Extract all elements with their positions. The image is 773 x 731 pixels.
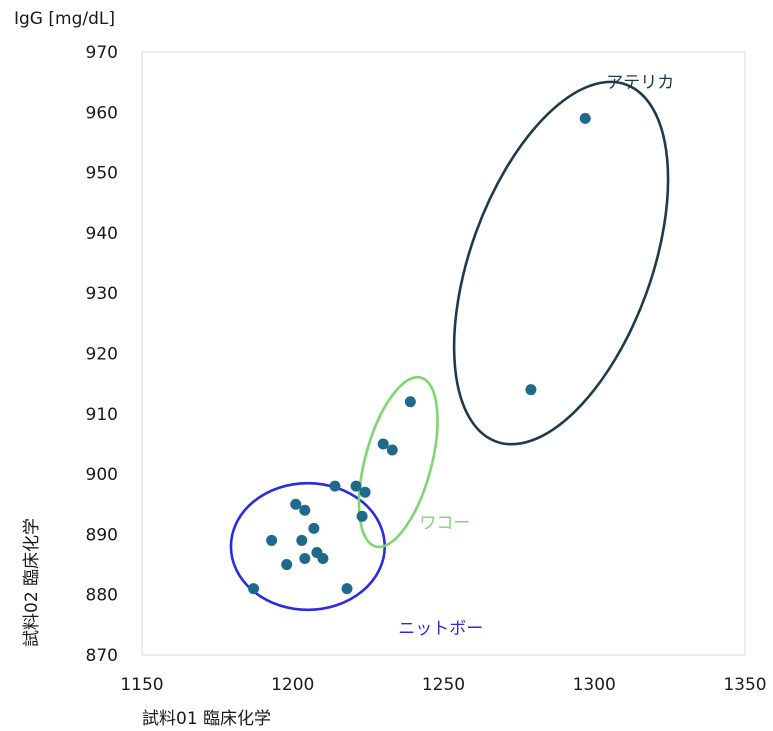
y-axis-title: 試料02 臨床化学: [22, 518, 42, 647]
data-point: [296, 534, 308, 546]
group-label: ワコー: [419, 513, 470, 533]
x-tick-label: 1250: [422, 675, 465, 695]
data-point: [308, 522, 320, 534]
x-tick-labels: 1150 1200 1250 1300 1350: [120, 675, 766, 695]
data-point: [579, 112, 591, 124]
data-point: [299, 504, 311, 516]
data-point: [525, 384, 537, 396]
y-axis-unit-label: IgG [mg/dL]: [14, 9, 115, 29]
data-point: [266, 534, 278, 546]
y-tick-label: 890: [86, 525, 118, 545]
y-tick-label: 950: [86, 164, 118, 184]
x-tick-label: 1200: [271, 675, 314, 695]
data-point: [317, 553, 329, 565]
y-tick-label: 870: [86, 646, 118, 666]
y-tick-label: 920: [86, 345, 118, 365]
y-tick-label: 900: [86, 465, 118, 485]
data-point: [404, 396, 416, 408]
data-point: [290, 498, 302, 510]
group-ellipse: [452, 80, 670, 446]
data-point: [329, 480, 341, 492]
plot-area: [141, 51, 746, 656]
data-point: [299, 553, 311, 565]
data-point: [377, 438, 389, 450]
group-label: アテリカ: [606, 73, 674, 93]
x-tick-label: 1350: [723, 675, 766, 695]
data-point: [341, 583, 353, 595]
data-point: [350, 480, 362, 492]
group-ellipse: [357, 375, 439, 549]
y-tick-labels: 870 880 890 900 910 920 930 940 950 960 970: [86, 43, 118, 666]
y-tick-label: 960: [86, 103, 118, 123]
data-point: [359, 486, 371, 498]
group-ellipses: [229, 80, 670, 612]
data-points: [248, 112, 591, 595]
group-labels: ニットボー ワコー アテリカ: [398, 73, 674, 639]
y-tick-label: 940: [86, 224, 118, 244]
y-tick-label: 970: [86, 43, 118, 63]
y-tick-label: 910: [86, 405, 118, 425]
x-tick-label: 1300: [573, 675, 616, 695]
data-point: [356, 510, 368, 522]
data-point: [281, 559, 293, 571]
x-tick-label: 1150: [120, 675, 163, 695]
x-axis-title: 試料01 臨床化学: [142, 709, 271, 729]
group-label: ニットボー: [398, 619, 483, 639]
y-tick-label: 930: [86, 284, 118, 304]
data-point: [248, 583, 260, 595]
data-point: [386, 444, 398, 456]
y-tick-label: 880: [86, 586, 118, 606]
